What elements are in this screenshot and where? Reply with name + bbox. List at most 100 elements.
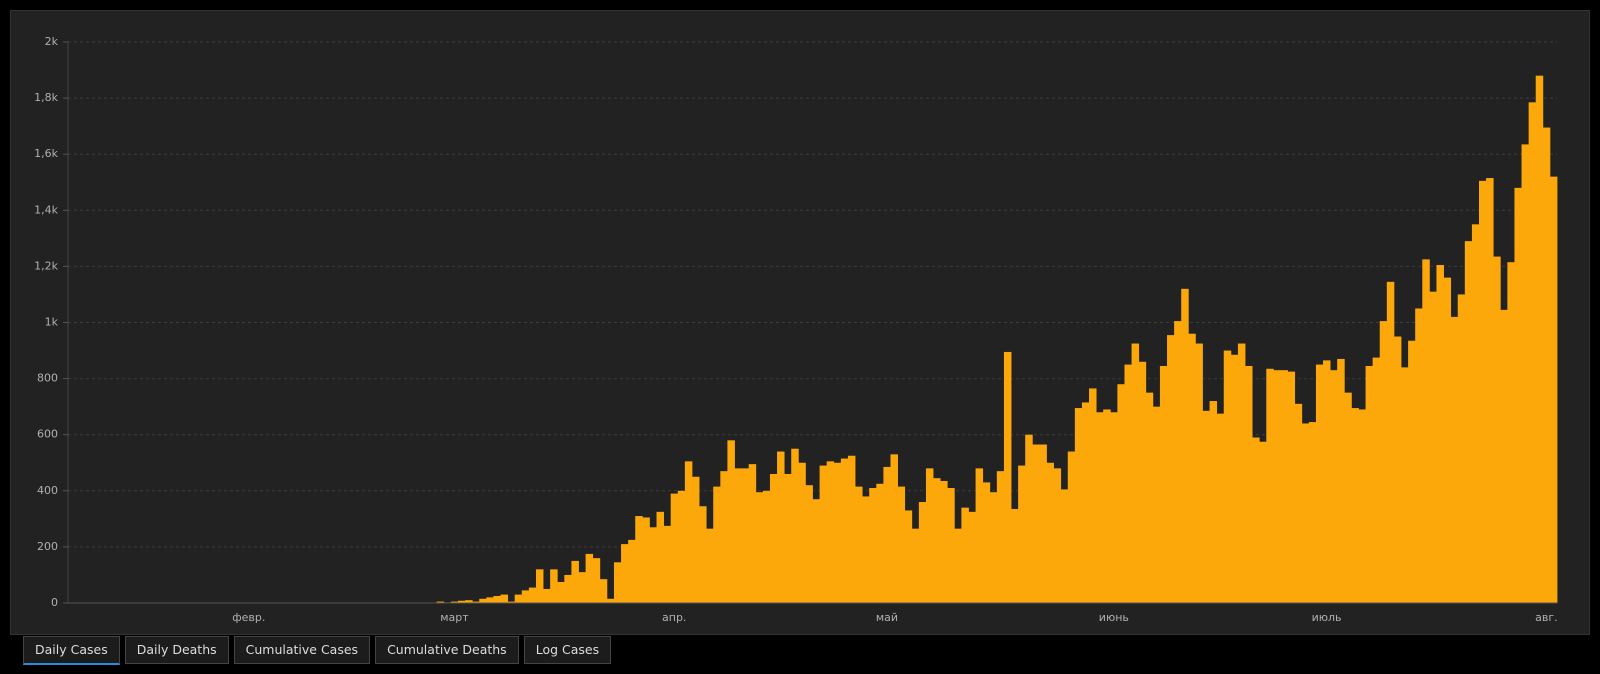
bar	[1174, 321, 1182, 603]
bar	[656, 511, 664, 603]
bar	[1181, 288, 1189, 603]
bar	[904, 510, 913, 603]
bar	[1089, 388, 1097, 603]
y-tick-label: 400	[37, 484, 58, 497]
bar	[1025, 434, 1033, 603]
bar	[479, 598, 487, 603]
y-tick-label: 200	[37, 540, 58, 553]
bar	[1103, 409, 1111, 603]
y-tick-label: 800	[37, 372, 58, 385]
bar	[599, 579, 608, 603]
bar	[635, 516, 643, 603]
y-tick-label: 1k	[45, 316, 59, 329]
bar	[1209, 401, 1218, 603]
x-tick-label: апр.	[662, 611, 686, 624]
bar	[642, 517, 650, 603]
bar	[769, 473, 778, 603]
bar	[543, 588, 551, 603]
bar	[762, 490, 771, 603]
bar	[996, 471, 1005, 603]
tab-button[interactable]: Cumulative Cases	[233, 636, 371, 664]
bar	[1053, 468, 1062, 603]
bar	[1528, 102, 1537, 604]
bar	[691, 476, 700, 603]
bar	[1386, 281, 1395, 603]
bar	[1351, 408, 1359, 603]
bar	[649, 527, 657, 603]
bar	[472, 601, 480, 603]
bar	[1429, 291, 1437, 603]
bar	[1415, 308, 1423, 603]
bar	[1280, 370, 1288, 603]
x-tick-label: июль	[1312, 611, 1342, 624]
bar	[684, 461, 693, 603]
tab-button[interactable]: Cumulative Deaths	[375, 636, 519, 664]
bar	[826, 461, 835, 603]
tab-bar: Daily Cases Daily Deaths Cumulative Cases C…	[23, 636, 612, 665]
bar	[1507, 262, 1515, 603]
bar	[1266, 368, 1274, 603]
bar	[720, 471, 728, 603]
bar	[521, 590, 530, 603]
tab-button[interactable]: Daily Cases	[23, 636, 120, 665]
bar	[1074, 408, 1083, 603]
bar	[500, 594, 509, 603]
bar	[840, 458, 849, 603]
bar	[1549, 176, 1558, 603]
bar	[550, 569, 558, 603]
bar	[1039, 444, 1047, 603]
bar	[557, 581, 565, 603]
bar	[1152, 406, 1161, 603]
bar	[1032, 444, 1040, 603]
bar	[812, 499, 820, 603]
bar	[1323, 360, 1331, 603]
bar	[670, 493, 679, 603]
bar	[954, 528, 962, 603]
bar	[755, 492, 764, 603]
tab-button[interactable]: Log Cases	[523, 636, 612, 664]
bar	[1542, 127, 1551, 604]
bar	[613, 562, 622, 603]
bar	[535, 569, 544, 603]
bar	[1096, 412, 1104, 603]
bar	[1223, 350, 1232, 603]
bar	[833, 462, 842, 603]
x-tick-label: февр.	[232, 611, 265, 624]
bar	[940, 480, 948, 603]
bar	[911, 528, 920, 603]
bar	[989, 492, 998, 603]
bar	[1365, 365, 1374, 603]
bar	[564, 574, 572, 603]
bar	[1230, 354, 1239, 603]
bar	[918, 502, 927, 603]
bar	[734, 468, 742, 603]
bar	[493, 595, 501, 603]
bar	[1401, 367, 1409, 603]
bar	[507, 601, 516, 603]
bar	[1046, 462, 1054, 603]
bar	[1450, 316, 1459, 603]
bar	[465, 600, 473, 603]
bar	[890, 454, 898, 603]
tab-button[interactable]: Daily Deaths	[124, 636, 229, 664]
bar	[486, 597, 494, 603]
y-tick-label: 1,2k	[34, 259, 58, 272]
bar	[1521, 144, 1530, 603]
bar	[1337, 358, 1345, 603]
bar	[1294, 403, 1303, 603]
bar	[699, 506, 707, 603]
y-tick-label: 2k	[45, 35, 59, 48]
bar	[1159, 365, 1168, 603]
bar	[1060, 489, 1069, 603]
bar	[1287, 371, 1296, 603]
bar	[784, 473, 792, 603]
bar	[925, 468, 934, 603]
bar	[1252, 437, 1260, 603]
bar	[819, 465, 828, 603]
bar	[1216, 413, 1225, 603]
bar	[961, 507, 969, 603]
bar	[514, 594, 523, 603]
bar	[855, 486, 863, 603]
bar	[1188, 333, 1196, 603]
